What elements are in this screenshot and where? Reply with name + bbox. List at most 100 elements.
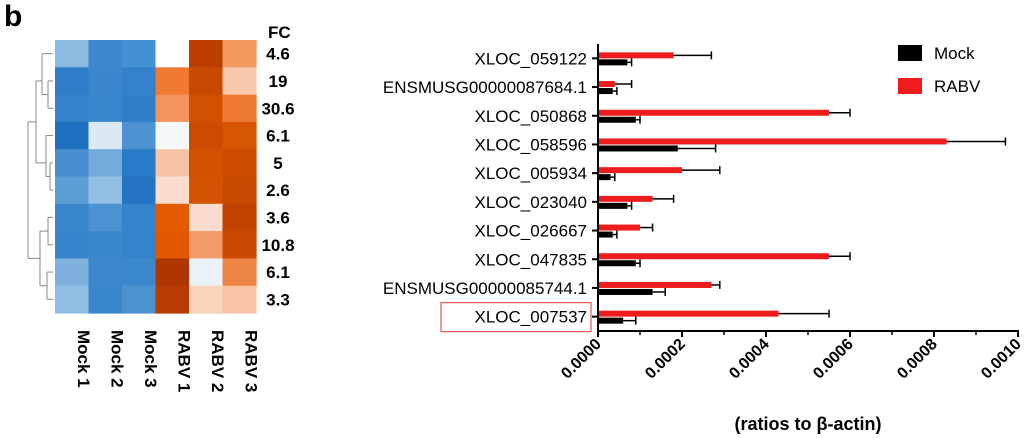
- bar-rabv: [598, 281, 712, 288]
- bar-rabv: [598, 310, 779, 317]
- x-tick-label: 0.0010: [978, 336, 1025, 383]
- gene-label: XLOC_059122: [475, 49, 587, 68]
- fold-change-value: 5: [273, 154, 282, 173]
- heatmap-cell: [122, 231, 157, 259]
- heatmap-cell: [222, 149, 257, 178]
- heatmap-cell: [55, 40, 90, 68]
- bar-rabv: [598, 224, 640, 231]
- heatmap-cell: [122, 203, 157, 232]
- heatmap-cell: [222, 121, 257, 150]
- x-tick-label: 0.0002: [642, 336, 689, 383]
- heatmap-cell: [55, 231, 90, 259]
- bar-chart: [598, 51, 1007, 325]
- heatmap-cell: [222, 176, 257, 205]
- heatmap-column-label: RABV 1: [174, 330, 193, 392]
- fold-change-value: 4.6: [266, 45, 290, 64]
- heatmap-cell: [122, 176, 157, 205]
- legend-label-mock: Mock: [934, 44, 975, 63]
- heatmap-cell: [155, 121, 190, 150]
- fold-change-value: 2.6: [266, 181, 290, 200]
- chart-axes: [592, 44, 1019, 337]
- heatmap: [55, 40, 257, 314]
- fold-change-value: 3.6: [266, 208, 290, 227]
- heatmap-cell: [189, 40, 224, 68]
- gene-label: XLOC_050868: [475, 107, 587, 126]
- gene-label: XLOC_047835: [475, 250, 587, 269]
- heatmap-column-label: Mock 2: [107, 330, 126, 388]
- heatmap-cell: [155, 40, 190, 68]
- heatmap-cell: [122, 67, 157, 96]
- heatmap-column-label: Mock 1: [74, 330, 93, 388]
- gene-label: XLOC_005934: [475, 164, 587, 183]
- heatmap-cell: [155, 94, 190, 123]
- heatmap-column-label: RABV 2: [208, 330, 227, 392]
- bar-rabv: [598, 81, 615, 88]
- heatmap-cell: [155, 176, 190, 205]
- heatmap-cell: [189, 231, 224, 259]
- heatmap-column-label: RABV 3: [241, 330, 260, 392]
- bar-mock: [598, 116, 636, 123]
- fold-change-value: 19: [269, 72, 288, 91]
- legend-swatch-mock: [898, 45, 922, 61]
- bar-rabv: [598, 195, 653, 202]
- fold-change-value: 6.1: [266, 127, 290, 146]
- heatmap-cell: [155, 149, 190, 178]
- heatmap-cell: [189, 203, 224, 232]
- dendrogram: [27, 53, 53, 300]
- heatmap-cell: [189, 258, 224, 287]
- heatmap-cell: [189, 67, 224, 96]
- heatmap-cell: [55, 176, 90, 205]
- fc-header: FC: [268, 23, 291, 42]
- heatmap-cell: [122, 258, 157, 287]
- gene-label: XLOC_058596: [475, 135, 587, 154]
- legend-swatch-rabv: [898, 78, 922, 94]
- heatmap-cell: [88, 149, 123, 178]
- heatmap-cell: [88, 203, 123, 232]
- heatmap-cell: [55, 121, 90, 150]
- bar-mock: [598, 288, 653, 295]
- heatmap-cell: [155, 203, 190, 232]
- heatmap-cell: [155, 258, 190, 287]
- fold-change-value: 3.3: [266, 290, 290, 309]
- bar-mock: [598, 202, 628, 209]
- bar-rabv: [598, 253, 829, 260]
- heatmap-cell: [222, 285, 257, 314]
- heatmap-cell: [55, 67, 90, 96]
- heatmap-cell: [222, 203, 257, 232]
- bar-mock: [598, 145, 678, 152]
- fold-change-value: 6.1: [266, 263, 290, 282]
- heatmap-cell: [189, 285, 224, 314]
- heatmap-cell: [189, 94, 224, 123]
- legend-label-rabv: RABV: [934, 77, 981, 96]
- heatmap-cell: [222, 40, 257, 68]
- heatmap-cell: [55, 203, 90, 232]
- bar-mock: [598, 88, 613, 95]
- x-tick-label: 0.0008: [894, 336, 941, 383]
- bar-rabv: [598, 138, 947, 145]
- x-axis-label: (ratios to β-actin): [735, 414, 882, 434]
- bar-rabv: [598, 167, 682, 174]
- gene-label: XLOC_023040: [475, 193, 587, 212]
- heatmap-cell: [88, 231, 123, 259]
- bar-rabv: [598, 109, 829, 116]
- heatmap-cell: [55, 94, 90, 123]
- heatmap-cell: [189, 176, 224, 205]
- heatmap-cell: [122, 285, 157, 314]
- heatmap-cell: [122, 94, 157, 123]
- gene-label: XLOC_007537: [475, 308, 587, 327]
- panel-label: b: [4, 0, 22, 33]
- highlight-box: [440, 302, 592, 333]
- heatmap-cell: [155, 231, 190, 259]
- bar-mock: [598, 174, 611, 181]
- heatmap-cell: [88, 285, 123, 314]
- x-tick-labels: 0.0000 0.0002 0.0004 0.0006 0.0008 0.0010: [558, 336, 1025, 383]
- fold-change-value: 10.8: [261, 236, 294, 255]
- heatmap-cell: [88, 40, 123, 68]
- heatmap-column-labels: Mock 1 Mock 2 Mock 3 RABV 1 RABV 2 RABV 3: [74, 330, 261, 392]
- gene-labels: XLOC_059122 ENSMUSG00000087684.1 XLOC_0508…: [383, 49, 592, 333]
- heatmap-cell: [88, 176, 123, 205]
- heatmap-cell: [55, 285, 90, 314]
- heatmap-cell: [88, 121, 123, 150]
- heatmap-cell: [55, 149, 90, 178]
